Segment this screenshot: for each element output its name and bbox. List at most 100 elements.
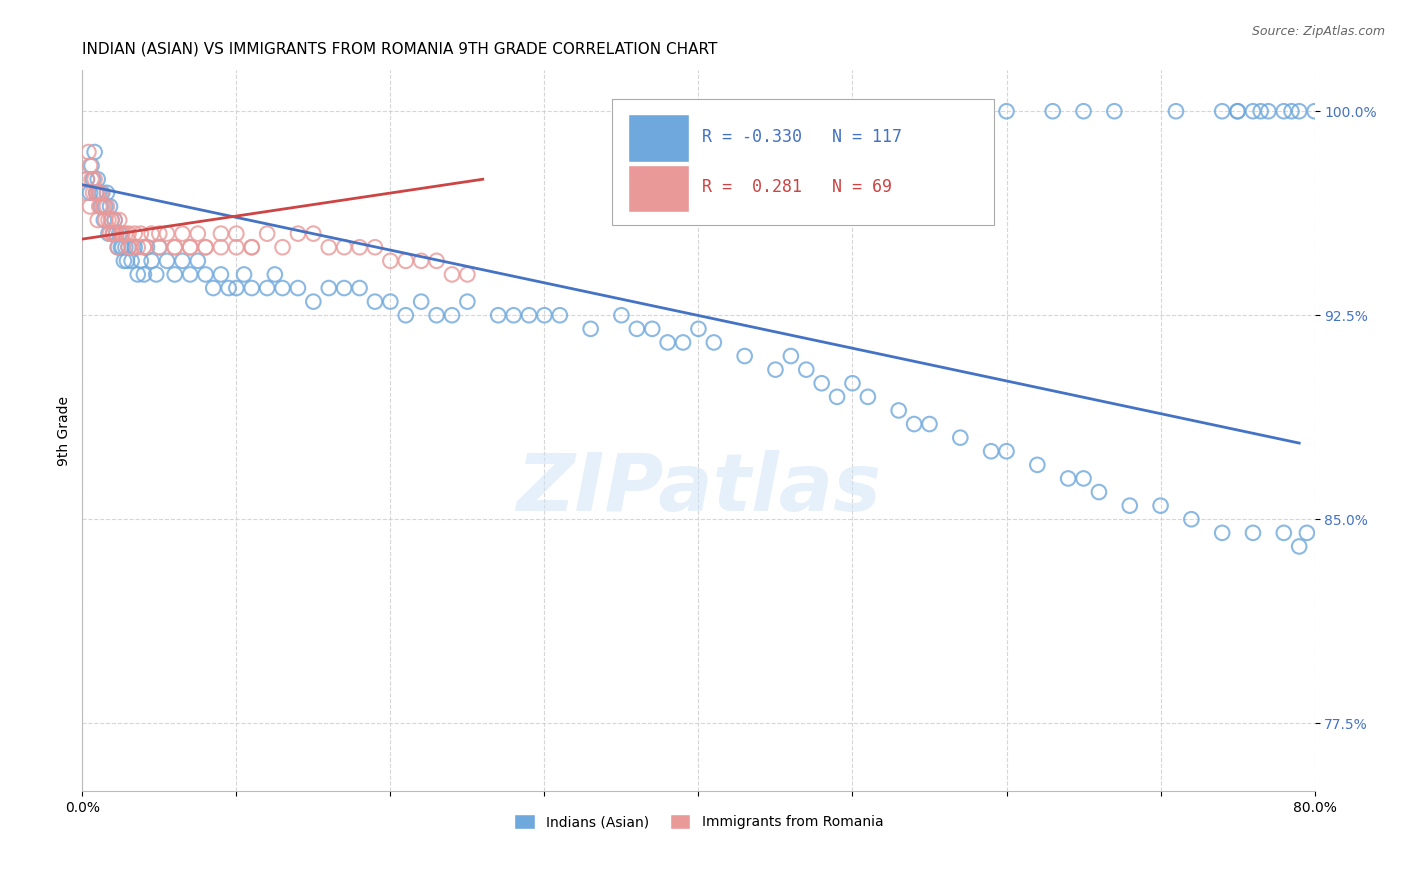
Point xyxy=(132,240,155,254)
Point xyxy=(163,240,186,254)
Point xyxy=(136,240,159,254)
Point xyxy=(517,308,540,322)
Point xyxy=(548,308,571,322)
Point xyxy=(240,240,263,254)
Point xyxy=(1119,499,1142,513)
Point xyxy=(949,431,972,445)
Y-axis label: 9th Grade: 9th Grade xyxy=(58,396,72,466)
Point xyxy=(105,227,128,241)
Point xyxy=(918,417,941,431)
Point xyxy=(1026,458,1049,472)
Point xyxy=(1211,104,1233,119)
Point xyxy=(76,172,98,186)
Point xyxy=(1250,104,1272,119)
Point xyxy=(202,281,225,295)
Point xyxy=(194,240,217,254)
Point xyxy=(105,227,128,241)
Point xyxy=(194,240,217,254)
Point xyxy=(1104,104,1126,119)
Point xyxy=(83,145,105,159)
Point xyxy=(1288,540,1310,554)
Point xyxy=(302,294,325,309)
Point xyxy=(980,444,1002,458)
Point xyxy=(502,308,524,322)
Point xyxy=(94,213,117,227)
Legend: Indians (Asian), Immigrants from Romania: Indians (Asian), Immigrants from Romania xyxy=(508,809,889,835)
Point xyxy=(80,172,103,186)
Point xyxy=(187,227,209,241)
Point xyxy=(124,227,146,241)
Point xyxy=(1149,499,1171,513)
Point xyxy=(411,294,433,309)
Point xyxy=(533,308,555,322)
Point xyxy=(1257,104,1279,119)
Point xyxy=(107,240,129,254)
Point xyxy=(79,199,101,213)
Point xyxy=(76,172,98,186)
Point xyxy=(89,186,111,200)
Point xyxy=(104,213,127,227)
Point xyxy=(82,172,104,186)
Point xyxy=(1042,104,1064,119)
Point xyxy=(91,199,114,213)
Point xyxy=(1226,104,1249,119)
Point xyxy=(333,240,356,254)
Point xyxy=(456,268,478,282)
Point xyxy=(440,308,463,322)
Point xyxy=(187,253,209,268)
Point xyxy=(115,253,138,268)
Point xyxy=(440,268,463,282)
Point xyxy=(90,199,112,213)
Point xyxy=(77,145,100,159)
Point xyxy=(225,227,247,241)
Point xyxy=(456,294,478,309)
FancyBboxPatch shape xyxy=(612,99,994,226)
Point xyxy=(1272,525,1295,540)
Point xyxy=(100,213,122,227)
Point xyxy=(271,281,294,295)
FancyBboxPatch shape xyxy=(628,114,689,162)
Point xyxy=(209,227,232,241)
Point xyxy=(104,213,127,227)
Point xyxy=(101,227,124,241)
Point xyxy=(765,362,787,376)
Point xyxy=(1272,104,1295,119)
Point xyxy=(114,240,136,254)
Point xyxy=(141,227,163,241)
Point xyxy=(93,213,115,227)
Point xyxy=(156,227,179,241)
Point xyxy=(810,376,832,391)
Point xyxy=(96,199,118,213)
Point xyxy=(1281,104,1303,119)
Point xyxy=(97,227,120,241)
Point xyxy=(194,268,217,282)
Point xyxy=(1296,525,1319,540)
Point xyxy=(287,227,309,241)
Point xyxy=(657,335,679,350)
Point xyxy=(1088,485,1111,500)
Point xyxy=(1164,104,1187,119)
Point xyxy=(302,227,325,241)
Point xyxy=(395,253,418,268)
Point xyxy=(209,240,232,254)
Point xyxy=(127,268,149,282)
Point xyxy=(225,240,247,254)
Point xyxy=(1057,471,1080,485)
Point xyxy=(1288,104,1310,119)
Point xyxy=(1226,104,1249,119)
Point xyxy=(145,268,167,282)
Point xyxy=(156,253,179,268)
FancyBboxPatch shape xyxy=(628,165,689,212)
Point xyxy=(121,240,143,254)
Point xyxy=(995,444,1018,458)
Point xyxy=(117,240,139,254)
Point xyxy=(995,104,1018,119)
Point xyxy=(83,172,105,186)
Point xyxy=(1073,471,1095,485)
Point xyxy=(779,349,801,363)
Point xyxy=(349,281,371,295)
Point xyxy=(93,199,115,213)
Point xyxy=(97,213,120,227)
Point xyxy=(380,294,402,309)
Point xyxy=(110,240,132,254)
